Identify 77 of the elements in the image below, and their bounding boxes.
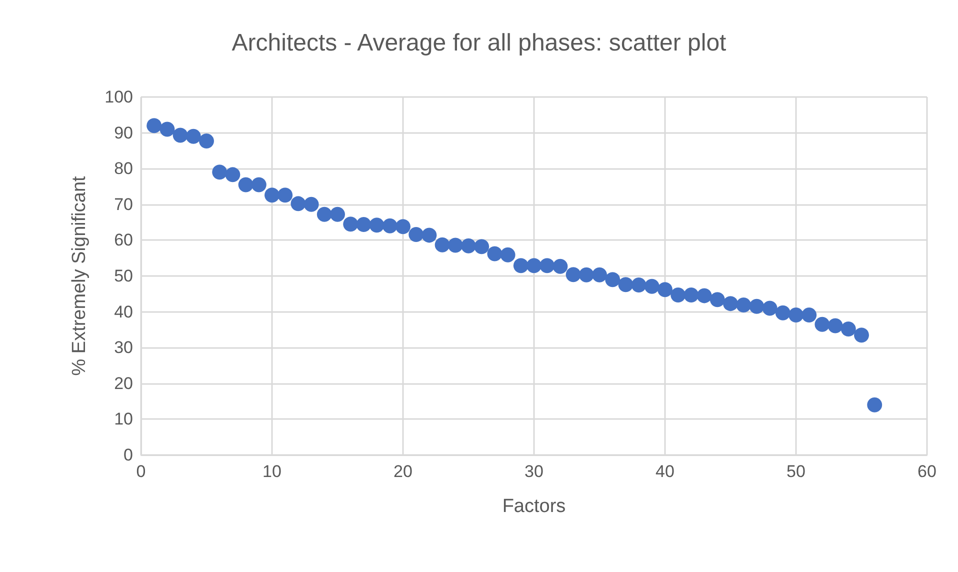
- x-tick-label: 0: [136, 462, 146, 481]
- point: [566, 267, 581, 282]
- point: [356, 216, 372, 232]
- y-tick-label: 90: [114, 123, 133, 142]
- point: [316, 206, 332, 222]
- point: [552, 258, 568, 274]
- point: [696, 288, 712, 304]
- point: [238, 177, 254, 192]
- point: [736, 298, 752, 312]
- point: [396, 219, 410, 234]
- point: [605, 272, 620, 288]
- point: [434, 237, 450, 252]
- point: [199, 134, 214, 149]
- point: [264, 188, 280, 203]
- x-tick-label: 40: [656, 462, 674, 481]
- point: [854, 328, 869, 343]
- point: [212, 164, 228, 180]
- point: [658, 282, 672, 298]
- point: [160, 122, 175, 137]
- y-tick-label: 100: [104, 88, 133, 106]
- point: [422, 228, 437, 243]
- point: [828, 318, 843, 334]
- point: [146, 118, 162, 134]
- x-tick-label: 30: [524, 462, 544, 481]
- point: [631, 277, 646, 292]
- point: [814, 316, 830, 332]
- point: [186, 128, 201, 144]
- y-tick-label: 70: [114, 194, 133, 214]
- point: [461, 238, 476, 254]
- x-axis-title: Factors: [502, 496, 566, 517]
- point: [304, 196, 319, 212]
- point: [526, 258, 542, 274]
- point: [382, 218, 398, 234]
- point: [618, 277, 634, 292]
- point: [290, 196, 306, 212]
- point: [408, 226, 424, 242]
- y-tick-label: 80: [114, 159, 133, 178]
- y-tick-label: 0: [124, 446, 133, 464]
- point: [578, 267, 594, 282]
- point: [251, 177, 266, 192]
- point: [500, 247, 516, 262]
- point: [330, 206, 345, 222]
- x-tick-label: 50: [786, 462, 806, 481]
- point: [788, 308, 804, 323]
- point: [644, 278, 660, 294]
- point: [775, 305, 790, 320]
- point: [684, 287, 699, 302]
- point: [474, 239, 490, 254]
- y-tick-label: 40: [114, 302, 133, 322]
- chart-title: Architects - Average for all phases: scatter plot: [232, 30, 727, 56]
- point: [762, 300, 778, 316]
- point: [172, 128, 188, 143]
- point: [592, 267, 607, 282]
- point: [369, 218, 384, 233]
- y-tick-label: 60: [114, 230, 133, 250]
- x-tick-label: 20: [394, 462, 412, 481]
- point: [343, 216, 358, 232]
- point: [448, 238, 463, 253]
- point: [278, 188, 293, 203]
- y-tick-label: 10: [114, 410, 133, 429]
- point: [749, 298, 764, 314]
- point: [225, 167, 240, 182]
- y-tick-label: 20: [114, 374, 133, 393]
- point: [670, 287, 686, 302]
- point: [723, 296, 738, 312]
- x-tick-label: 60: [918, 462, 936, 481]
- point: [840, 321, 856, 336]
- y-axis-title: % Extremely Significant: [69, 175, 90, 376]
- point: [802, 308, 817, 323]
- y-tick-label: 50: [114, 266, 133, 286]
- point: [513, 258, 528, 274]
- point: [540, 258, 555, 274]
- x-tick-label: 10: [262, 462, 282, 481]
- y-tick-label: 30: [114, 338, 133, 358]
- point: [710, 292, 725, 308]
- point: [487, 246, 502, 262]
- point: [867, 397, 882, 412]
